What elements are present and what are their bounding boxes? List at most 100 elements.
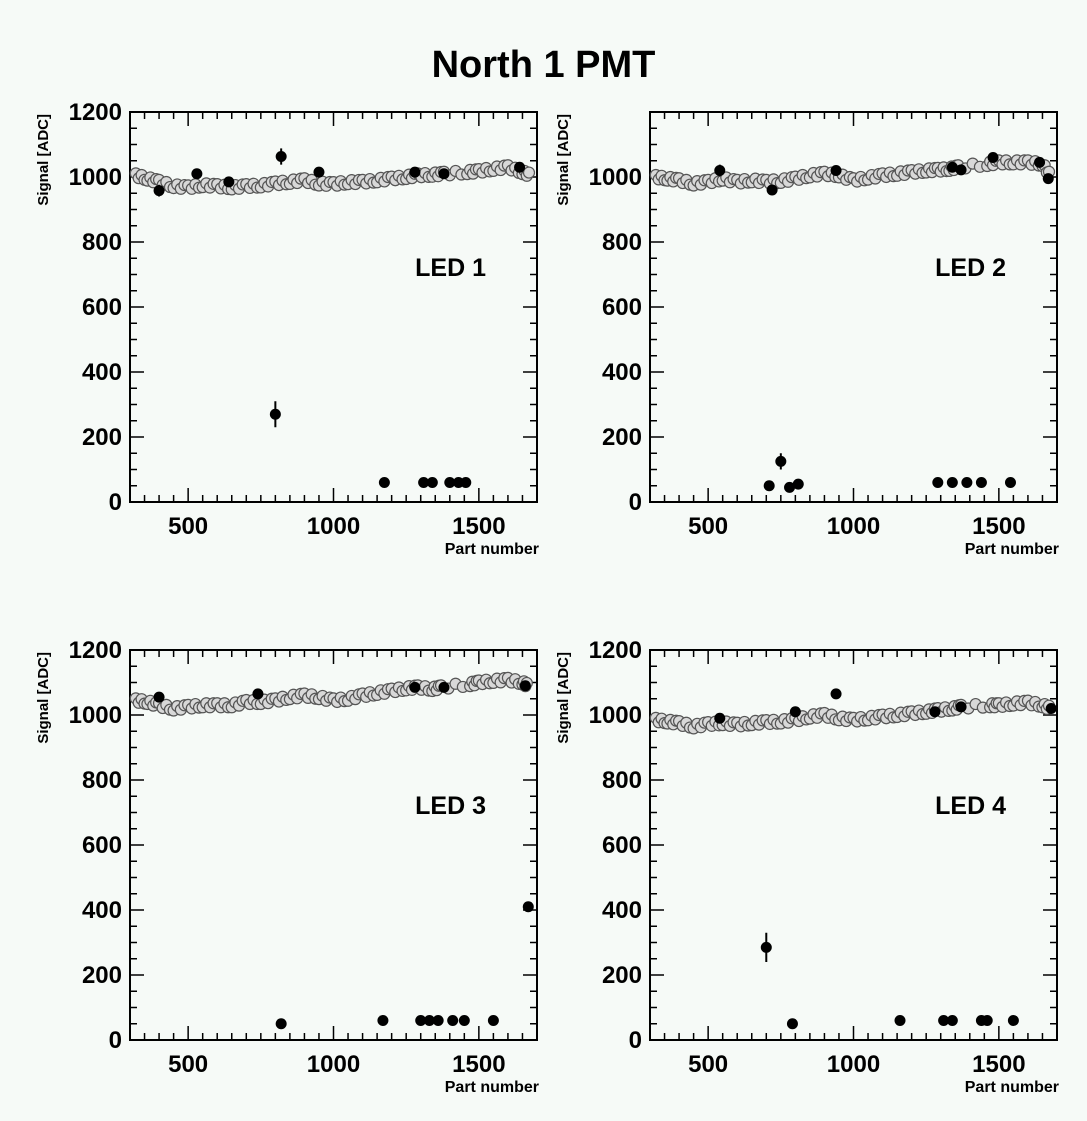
y-tick-label: 600 — [82, 832, 122, 859]
x-tick-label: 1000 — [307, 1051, 360, 1078]
x-tick-label: 1500 — [972, 513, 1025, 540]
data-point — [191, 168, 203, 180]
data-point — [447, 1015, 459, 1026]
data-point — [409, 681, 421, 693]
led-label: LED 2 — [935, 254, 1006, 282]
y-tick-label: 200 — [82, 424, 122, 451]
y-tick-label: 800 — [602, 767, 642, 794]
x-tick-label: 500 — [168, 513, 208, 540]
y-tick-label: 1000 — [69, 702, 122, 729]
x-tick-label: 500 — [688, 513, 728, 540]
y-tick-label: 0 — [629, 1027, 642, 1054]
data-point — [423, 1015, 435, 1026]
data-point — [784, 481, 796, 493]
data-point — [275, 151, 287, 163]
y-tick-label: 1000 — [589, 164, 642, 191]
data-point — [714, 165, 726, 176]
data-point — [426, 477, 438, 488]
data-point — [981, 1015, 993, 1026]
y-tick-label: 600 — [602, 832, 642, 859]
x-tick-label: 500 — [688, 1051, 728, 1078]
data-point — [458, 1015, 470, 1026]
y-tick-label: 200 — [602, 424, 642, 451]
y-axis-label: Signal [ADC] — [35, 652, 52, 744]
x-tick-label: 1500 — [972, 1051, 1025, 1078]
data-point — [775, 455, 787, 467]
data-point — [418, 477, 430, 488]
y-tick-label: 0 — [109, 1027, 122, 1054]
data-point — [987, 152, 999, 163]
y-tick-label: 1000 — [589, 702, 642, 729]
y-tick-label: 400 — [602, 897, 642, 924]
y-tick-label: 400 — [82, 897, 122, 924]
data-point — [955, 701, 967, 713]
data-point — [938, 1015, 950, 1026]
data-point — [830, 165, 842, 176]
y-tick-label: 200 — [602, 962, 642, 989]
y-tick-label: 800 — [82, 229, 122, 256]
data-point — [409, 166, 421, 178]
y-tick-label: 1200 — [69, 637, 122, 664]
data-point — [1034, 156, 1046, 168]
y-axis-label: Signal [ADC] — [35, 114, 52, 206]
data-point — [223, 176, 235, 188]
y-tick-label: 1200 — [589, 637, 642, 664]
y-tick-label: 800 — [82, 767, 122, 794]
led-label: LED 3 — [415, 792, 486, 820]
y-tick-label: 0 — [109, 489, 122, 516]
data-point — [932, 477, 944, 488]
y-tick-label: 1200 — [69, 99, 122, 126]
data-point — [514, 161, 526, 173]
data-point — [1045, 703, 1057, 714]
data-point — [763, 480, 775, 492]
x-axis-label: Part number — [445, 541, 539, 558]
band-point — [522, 166, 536, 179]
x-tick-label: 1000 — [827, 513, 880, 540]
data-point — [1042, 173, 1054, 185]
data-point — [955, 164, 967, 176]
data-point — [415, 1015, 427, 1026]
data-point — [438, 168, 450, 180]
y-axis-label: Signal [ADC] — [555, 652, 572, 744]
y-tick-label: 600 — [82, 294, 122, 321]
data-point — [522, 901, 534, 913]
data-point — [792, 478, 804, 490]
data-point — [929, 706, 941, 718]
x-axis-label: Part number — [445, 1079, 539, 1096]
data-point — [714, 712, 726, 724]
data-point — [894, 1015, 906, 1026]
x-axis-label: Part number — [965, 1079, 1059, 1096]
led-label: LED 4 — [935, 792, 1006, 820]
data-point — [946, 1015, 958, 1026]
data-point — [1007, 1015, 1019, 1026]
data-point — [1004, 477, 1016, 488]
data-point — [444, 477, 456, 488]
data-point — [377, 1015, 389, 1026]
data-point — [313, 166, 325, 178]
x-axis-label: Part number — [965, 541, 1059, 558]
x-tick-label: 1000 — [307, 513, 360, 540]
y-tick-label: 600 — [602, 294, 642, 321]
y-tick-label: 800 — [602, 229, 642, 256]
data-point — [438, 681, 450, 693]
data-point — [378, 477, 390, 488]
y-tick-label: 1000 — [69, 164, 122, 191]
data-point — [252, 688, 264, 700]
led-label: LED 1 — [415, 254, 486, 282]
data-point — [946, 161, 958, 173]
data-point — [519, 680, 531, 692]
x-tick-label: 1000 — [827, 1051, 880, 1078]
y-tick-label: 400 — [82, 359, 122, 386]
y-tick-label: 200 — [82, 962, 122, 989]
data-point — [760, 941, 772, 953]
x-tick-label: 1500 — [452, 1051, 505, 1078]
y-tick-label: 0 — [629, 489, 642, 516]
data-point — [766, 184, 778, 196]
data-point — [789, 706, 801, 718]
data-point — [153, 185, 165, 197]
data-point — [786, 1018, 798, 1030]
